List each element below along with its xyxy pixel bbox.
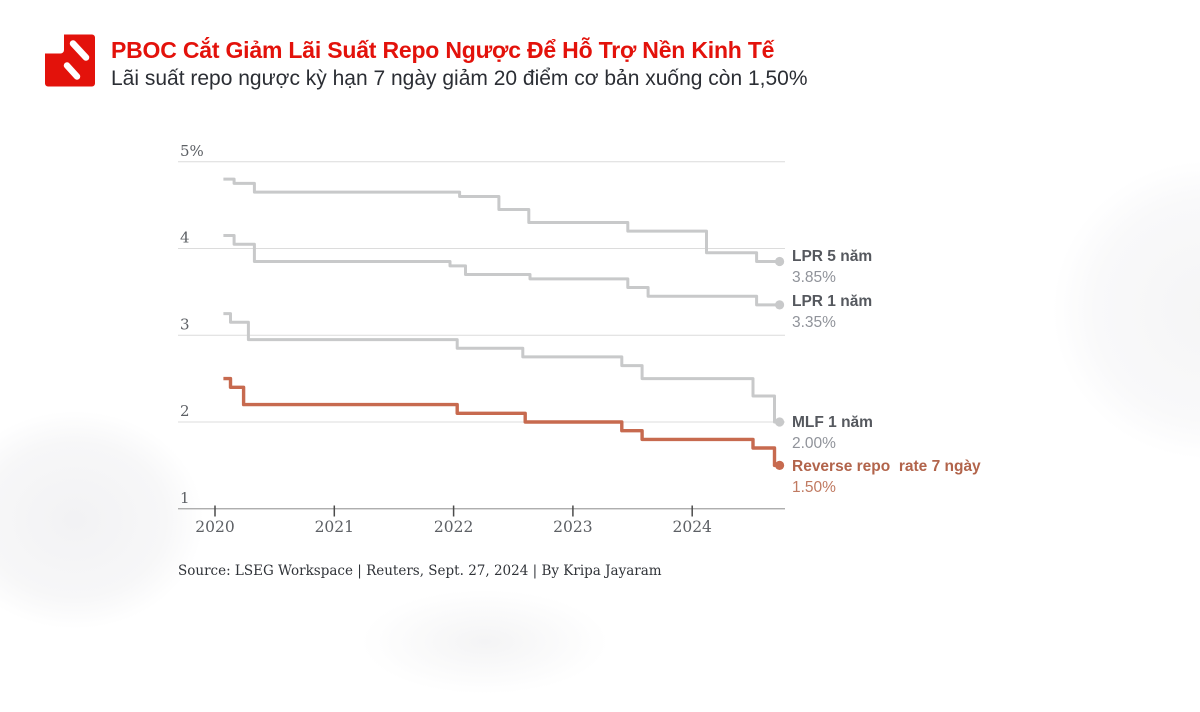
svg-text:1: 1	[180, 489, 190, 507]
svg-text:5%: 5%	[180, 142, 204, 160]
series-label-lpr-1y: LPR 1 năm 3.35%	[792, 291, 872, 333]
svg-text:4: 4	[180, 229, 190, 247]
series-name: LPR 1 năm	[792, 293, 873, 310]
page-title: PBOC Cắt Giảm Lãi Suất Repo Ngược Để Hỗ …	[111, 37, 775, 63]
svg-text:2021: 2021	[315, 518, 354, 536]
brand-logo-icon	[45, 34, 95, 92]
svg-text:2024: 2024	[672, 518, 712, 536]
series-value: 3.85%	[792, 269, 836, 286]
rates-step-chart: 5% 4 3 2 1 2020 2021 2022 2023 2024	[178, 142, 785, 536]
svg-text:3: 3	[180, 315, 190, 333]
svg-text:2: 2	[180, 402, 190, 420]
series-value: 3.35%	[792, 314, 836, 331]
series-label-reverse-repo: Reverse repo rate 7 ngày 1.50%	[792, 456, 981, 498]
page-subtitle: Lãi suất repo ngược kỳ hạn 7 ngày giảm 2…	[111, 67, 808, 90]
series-name: LPR 5 năm	[792, 248, 873, 265]
series-name: MLF 1 năm	[792, 414, 873, 431]
svg-text:2020: 2020	[195, 518, 234, 536]
header: PBOC Cắt Giảm Lãi Suất Repo Ngược Để Hỗ …	[45, 34, 808, 92]
svg-text:2023: 2023	[553, 518, 592, 536]
svg-text:2022: 2022	[434, 518, 473, 536]
series-value: 1.50%	[792, 479, 836, 496]
series-name: Reverse repo rate 7 ngày	[792, 458, 981, 475]
series-value: 2.00%	[792, 435, 836, 452]
series-label-lpr-5y: LPR 5 năm 3.85%	[792, 246, 872, 288]
source-credit: Source: LSEG Workspace | Reuters, Sept. …	[178, 563, 662, 579]
series-label-mlf-1y: MLF 1 năm 2.00%	[792, 412, 873, 454]
